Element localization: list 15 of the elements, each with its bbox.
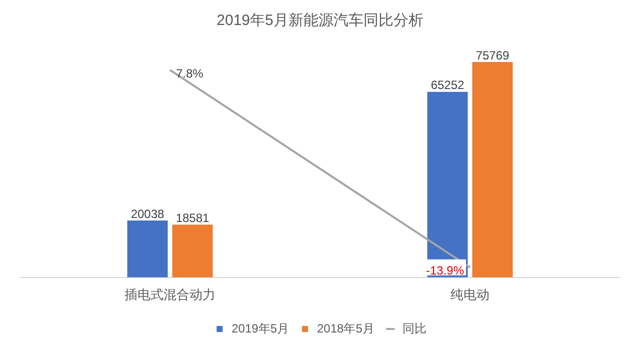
- legend-label: 2018年5月: [317, 321, 374, 336]
- bar: [472, 62, 513, 278]
- bar: [172, 224, 213, 278]
- x-tick-label: 插电式混合动力: [124, 286, 216, 302]
- x-tick-label: 纯电动: [450, 286, 490, 302]
- data-label: 18581: [176, 210, 210, 225]
- data-label: 7.8%: [176, 66, 204, 80]
- bar: [427, 92, 468, 278]
- legend-label: 2019年5月: [232, 321, 290, 336]
- legend-label: 同比: [402, 321, 426, 336]
- chart-title: 2019年5月新能源汽车同比分析: [216, 12, 424, 30]
- data-label: 20038: [130, 206, 165, 221]
- data-label: 65252: [430, 78, 465, 92]
- data-label: 75769: [476, 48, 510, 62]
- bar: [127, 220, 168, 278]
